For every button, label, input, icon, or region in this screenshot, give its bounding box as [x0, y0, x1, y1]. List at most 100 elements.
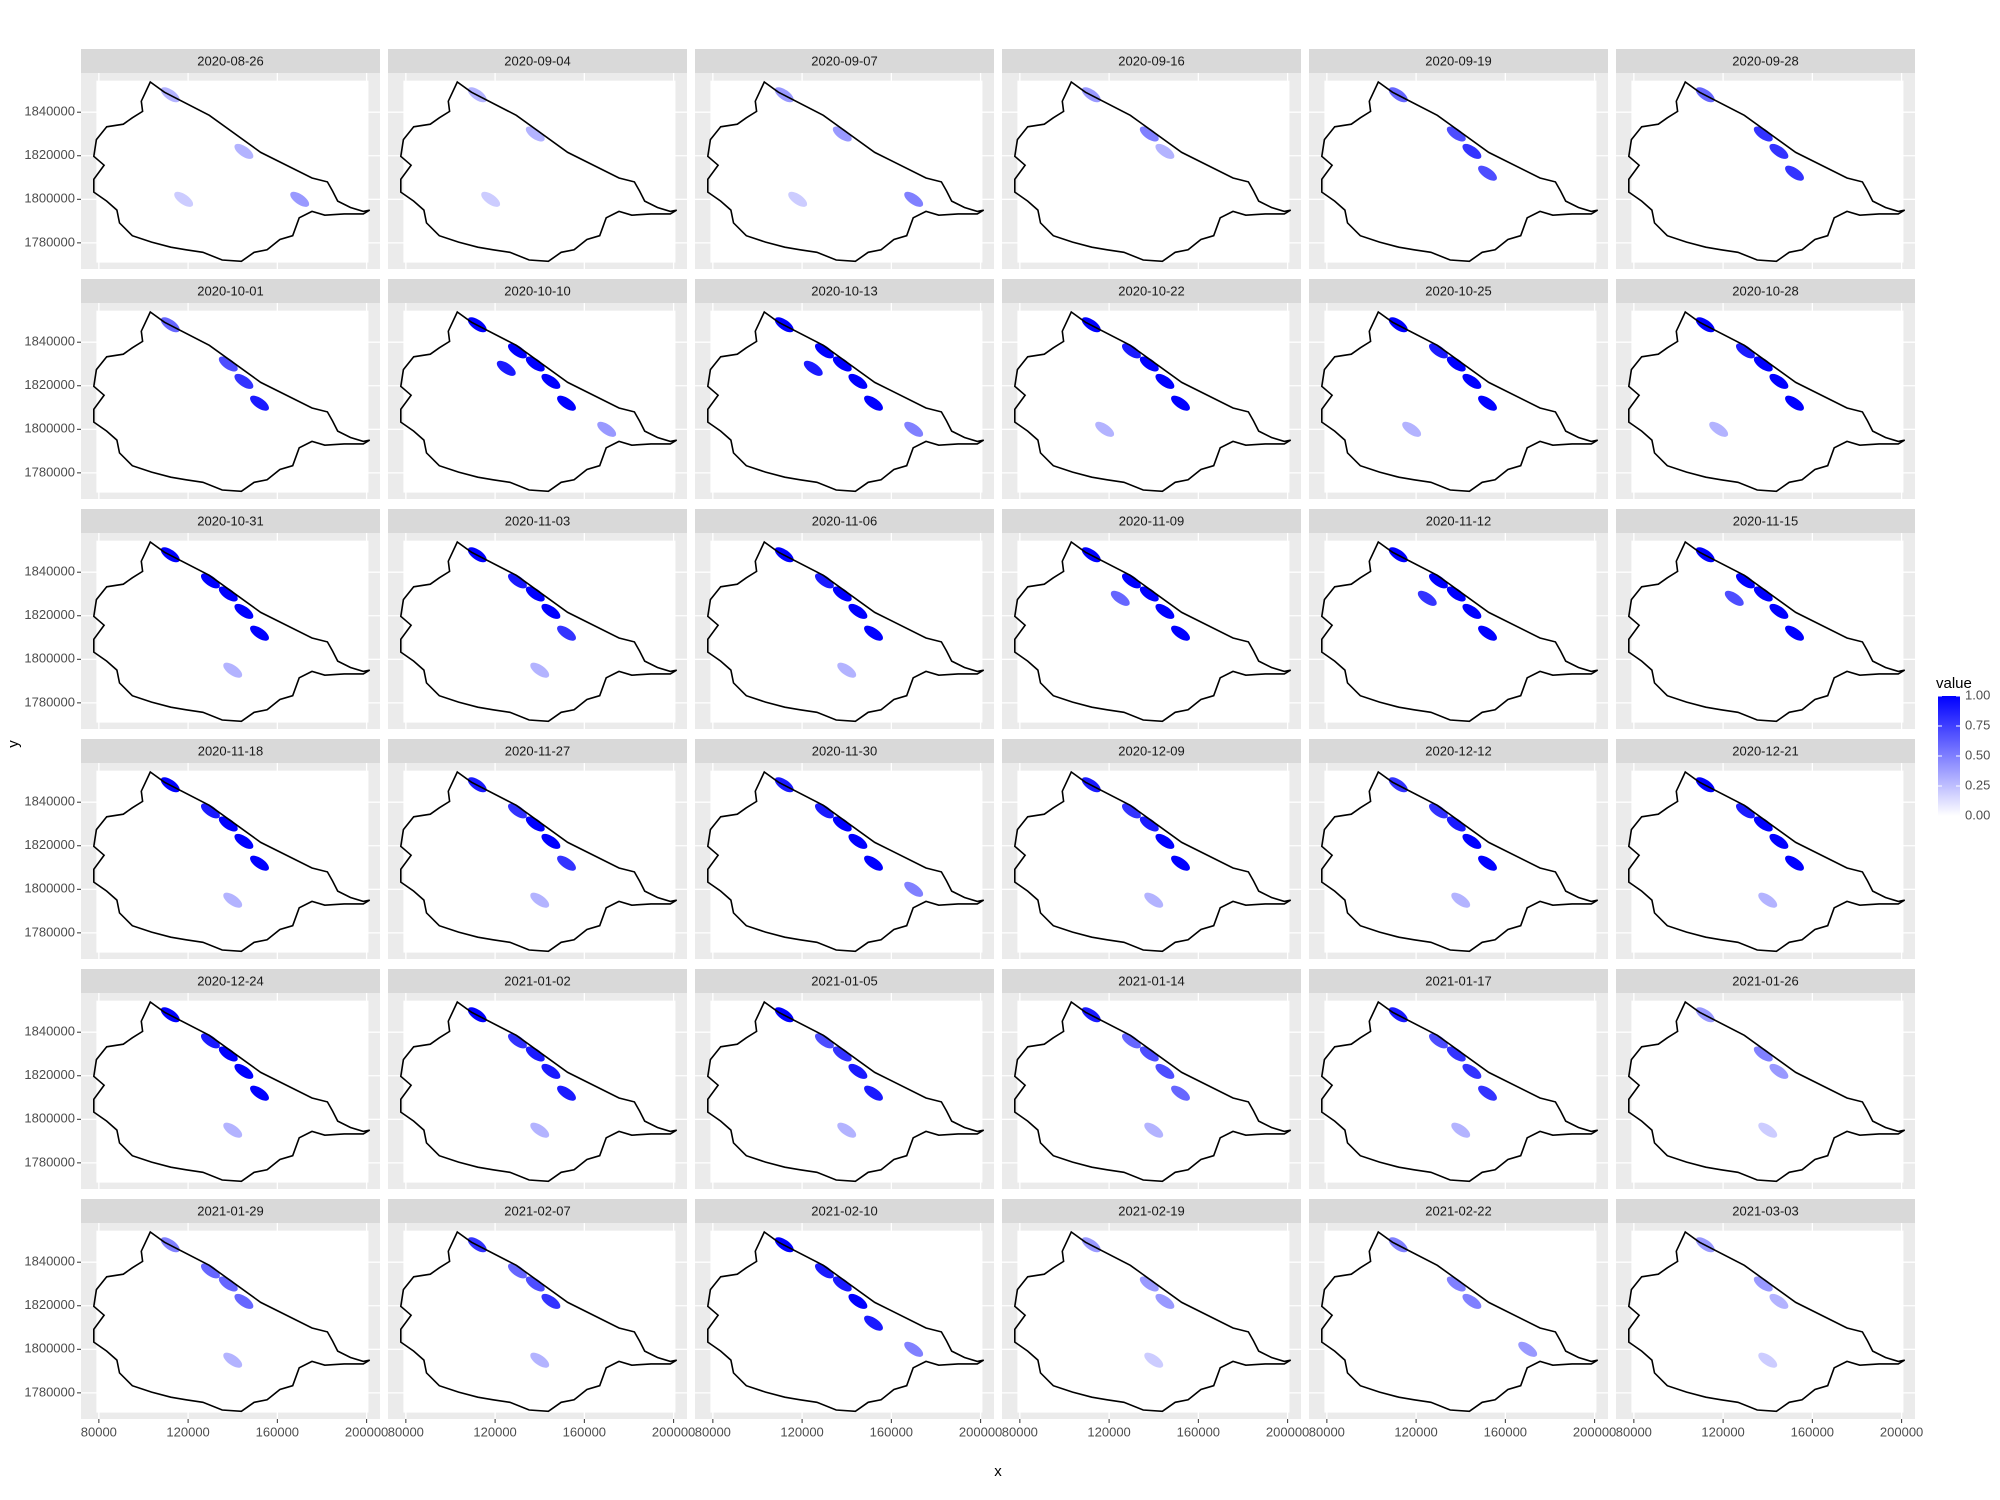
region-outline — [1013, 770, 1292, 953]
raster-cluster — [1462, 603, 1482, 619]
raster-cluster — [1139, 816, 1159, 832]
strip-label: 2021-02-19 — [1118, 1203, 1185, 1218]
raster-cluster — [1478, 395, 1497, 411]
raster-cluster — [1171, 395, 1190, 411]
raster-cluster — [234, 1063, 254, 1079]
strip-label: 2021-02-07 — [504, 1203, 571, 1218]
strip-label: 2020-12-12 — [1425, 743, 1492, 758]
raster-extent — [710, 1000, 983, 1183]
region-outline — [1320, 80, 1599, 263]
raster-cluster — [1428, 343, 1448, 359]
region-outline — [1013, 1000, 1292, 1183]
raster-cluster — [525, 356, 545, 372]
region-outline — [706, 540, 985, 723]
region-outline — [1627, 540, 1906, 723]
x-tick-label: 160000 — [256, 1424, 299, 1439]
raster-cluster — [864, 625, 883, 641]
raster-cluster — [541, 373, 561, 389]
raster-cluster — [218, 816, 238, 832]
x-tick-label: 80000 — [1002, 1424, 1038, 1439]
raster-extent — [710, 310, 983, 493]
x-tick-label: 120000 — [166, 1424, 209, 1439]
raster-extent — [1631, 770, 1904, 953]
region-outline — [1320, 310, 1599, 493]
region-outline — [399, 310, 678, 493]
strip-label: 2020-10-28 — [1732, 283, 1799, 298]
raster-cluster — [832, 1046, 852, 1062]
facet-panel: 2020-11-30 — [695, 739, 994, 959]
colorbar-label: 0.75 — [1965, 717, 1990, 732]
facet-panel: 2021-01-26 — [1616, 969, 1915, 1189]
strip-background — [1309, 49, 1608, 73]
raster-cluster — [525, 1276, 545, 1292]
strip-label: 2020-09-28 — [1732, 53, 1799, 68]
strip-background — [695, 1199, 994, 1223]
region-outline — [1320, 1230, 1599, 1413]
raster-cluster — [250, 855, 269, 871]
region-outline — [92, 770, 371, 953]
facet-panel: 2021-01-02 — [388, 969, 687, 1189]
y-tick-label: 1780000 — [24, 1154, 75, 1169]
region-outline — [706, 1000, 985, 1183]
strip-background — [695, 509, 994, 533]
facet-panel: 2020-10-13 — [695, 279, 994, 499]
x-tick-label: 80000 — [388, 1424, 424, 1439]
strip-label: 2020-10-01 — [197, 283, 264, 298]
raster-cluster — [1769, 603, 1789, 619]
facet-panel: 2021-02-22 80000 120000 160000 200000 — [1309, 1199, 1616, 1439]
raster-cluster — [1144, 1352, 1164, 1368]
raster-cluster — [1144, 892, 1164, 908]
region-outline — [92, 80, 371, 263]
raster-cluster — [1758, 892, 1778, 908]
strip-background — [1002, 49, 1301, 73]
strip-label: 2020-10-22 — [1118, 283, 1185, 298]
raster-extent — [403, 770, 676, 953]
raster-cluster — [525, 816, 545, 832]
region-outline — [706, 1230, 985, 1413]
strip-label: 2020-09-04 — [504, 53, 571, 68]
facet-panel: 2020-12-09 — [1002, 739, 1301, 959]
raster-extent — [96, 1230, 369, 1413]
raster-cluster — [1753, 586, 1773, 602]
raster-cluster — [1478, 855, 1497, 871]
raster-extent — [96, 770, 369, 953]
region-outline — [1627, 1000, 1906, 1183]
strip-background — [695, 969, 994, 993]
facet-panel: 2020-10-10 — [388, 279, 687, 499]
raster-extent — [710, 1230, 983, 1413]
strip-label: 2020-11-30 — [812, 743, 878, 758]
region-outline — [1627, 1230, 1906, 1413]
strip-label: 2020-10-25 — [1425, 283, 1492, 298]
raster-cluster — [250, 625, 269, 641]
raster-cluster — [1758, 1352, 1778, 1368]
raster-cluster — [814, 803, 834, 819]
raster-extent — [1324, 1230, 1597, 1413]
facet-panel: 2020-11-03 — [388, 509, 687, 729]
colorbar-label: 0.00 — [1965, 807, 1990, 822]
raster-cluster — [1462, 143, 1482, 159]
raster-cluster — [218, 1046, 238, 1062]
strip-background — [1309, 739, 1608, 763]
raster-cluster — [1446, 586, 1466, 602]
facet-panel: 2020-09-07 — [695, 49, 994, 269]
raster-cluster — [223, 1122, 243, 1138]
strip-background — [1309, 279, 1608, 303]
y-tick-label: 1840000 — [24, 794, 75, 809]
strip-label: 2020-11-09 — [1119, 513, 1185, 528]
strip-background — [81, 739, 380, 763]
legend-title: value — [1936, 675, 1972, 692]
strip-background — [388, 49, 687, 73]
raster-cluster — [832, 1276, 852, 1292]
raster-cluster — [234, 833, 254, 849]
raster-extent — [96, 310, 369, 493]
raster-cluster — [848, 833, 868, 849]
region-outline — [399, 1000, 678, 1183]
raster-cluster — [507, 1263, 527, 1279]
strip-label: 2021-01-14 — [1118, 973, 1185, 988]
raster-cluster — [848, 603, 868, 619]
raster-cluster — [1139, 1276, 1159, 1292]
raster-cluster — [218, 586, 238, 602]
strip-background — [81, 969, 380, 993]
raster-cluster — [1139, 126, 1159, 142]
raster-cluster — [530, 1122, 550, 1138]
